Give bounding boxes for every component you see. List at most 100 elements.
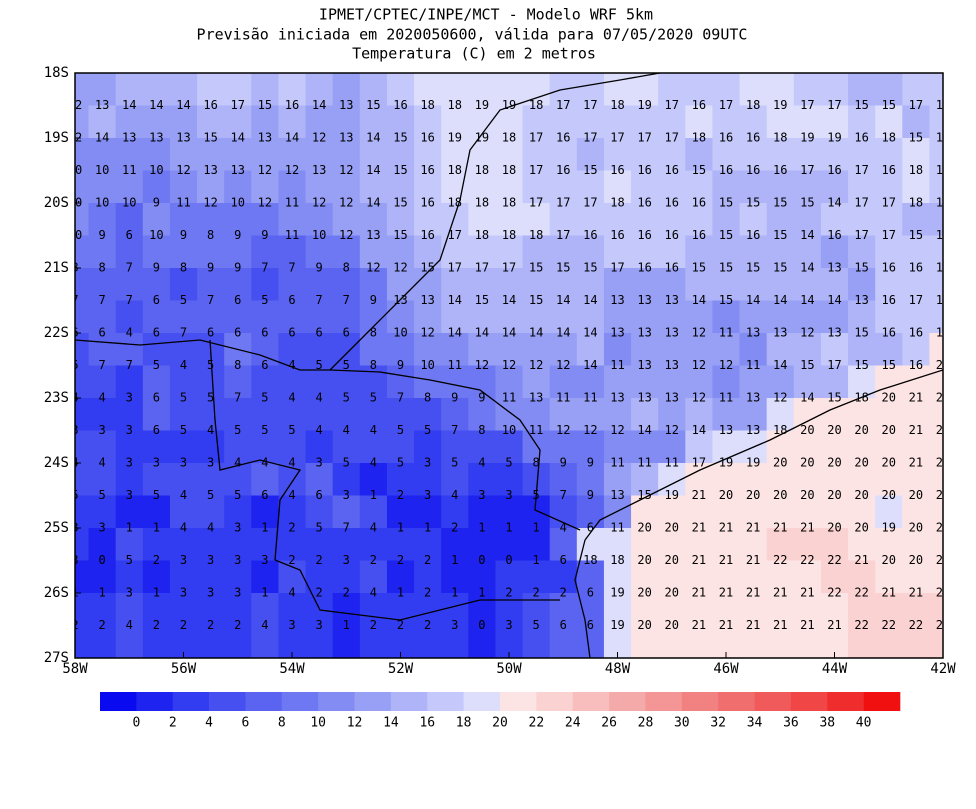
temperature-value: 9 bbox=[316, 261, 323, 275]
temperature-value: 4 bbox=[316, 391, 323, 405]
temperature-value: 9 bbox=[397, 358, 404, 372]
temperature-value: 13 bbox=[610, 326, 624, 340]
temperature-value: 6 bbox=[288, 293, 295, 307]
temperature-value: 3 bbox=[153, 456, 160, 470]
temperature-value: 21 bbox=[719, 618, 733, 632]
temperature-cell bbox=[278, 593, 307, 658]
temperature-value: 3 bbox=[451, 618, 458, 632]
temperature-value: 17 bbox=[583, 131, 597, 145]
temperature-value: 18 bbox=[475, 163, 489, 177]
temperature-value: 5 bbox=[180, 391, 187, 405]
temperature-value: 9 bbox=[153, 196, 160, 210]
temperature-value: 2 bbox=[180, 618, 187, 632]
temperature-value: 6 bbox=[126, 228, 133, 242]
temperature-value: 19 bbox=[800, 131, 814, 145]
colorbar-label: 30 bbox=[674, 716, 690, 731]
temperature-value: 18 bbox=[529, 228, 543, 242]
colorbar-box bbox=[827, 692, 864, 711]
temperature-value: 2 bbox=[505, 586, 512, 600]
temperature-value: 16 bbox=[746, 228, 760, 242]
temperature-value: 4 bbox=[316, 423, 323, 437]
temperature-value: 6 bbox=[234, 293, 241, 307]
temperature-value: 9 bbox=[478, 391, 485, 405]
temperature-cell bbox=[603, 593, 632, 658]
temperature-value: 4 bbox=[288, 586, 295, 600]
temperature-value: 15 bbox=[800, 196, 814, 210]
temperature-value: 22 bbox=[882, 618, 896, 632]
temperature-value: 17 bbox=[448, 261, 462, 275]
temperature-value: 22 bbox=[854, 586, 868, 600]
x-tick-label: 48W bbox=[605, 661, 631, 677]
temperature-cell bbox=[468, 593, 496, 658]
temperature-value: 16 bbox=[936, 326, 950, 340]
temperature-cell bbox=[305, 593, 334, 658]
temperature-value: 13 bbox=[258, 131, 272, 145]
temperature-value: 10 bbox=[122, 196, 136, 210]
colorbar-box bbox=[463, 692, 501, 711]
temperature-value: 6 bbox=[153, 326, 160, 340]
temperature-value: 4 bbox=[370, 586, 377, 600]
temperature-value: 21 bbox=[719, 521, 733, 535]
temperature-value: 3 bbox=[207, 553, 214, 567]
temperature-value: 17 bbox=[556, 98, 570, 112]
temperature-value: 20 bbox=[773, 488, 787, 502]
temperature-value: 5 bbox=[207, 358, 214, 372]
temperature-value: 17 bbox=[800, 98, 814, 112]
temperature-value: 4 bbox=[370, 423, 377, 437]
colorbar-box bbox=[790, 692, 828, 711]
colorbar-box bbox=[681, 692, 719, 711]
temperature-value: 10 bbox=[502, 423, 516, 437]
temperature-value: 20 bbox=[637, 618, 651, 632]
temperature-value: 22 bbox=[854, 618, 868, 632]
temperature-value: 20 bbox=[746, 488, 760, 502]
temperature-value: 1 bbox=[451, 553, 458, 567]
temperature-value: 3 bbox=[180, 456, 187, 470]
colorbar-label: 18 bbox=[456, 716, 472, 731]
temperature-value: 16 bbox=[637, 163, 651, 177]
colorbar-label: 8 bbox=[278, 716, 286, 731]
temperature-value: 15 bbox=[692, 261, 706, 275]
temperature-value: 9 bbox=[99, 228, 106, 242]
y-tick-label: 26S bbox=[44, 585, 69, 601]
temperature-value: 13 bbox=[366, 228, 380, 242]
temperature-value: 7 bbox=[207, 293, 214, 307]
temperature-value: 14 bbox=[637, 423, 651, 437]
colorbar-label: 14 bbox=[383, 716, 399, 731]
temperature-value: 7 bbox=[71, 293, 78, 307]
temperature-value: 16 bbox=[692, 228, 706, 242]
temperature-value: 15 bbox=[583, 163, 597, 177]
temperature-value: 20 bbox=[637, 521, 651, 535]
state-border bbox=[209, 339, 302, 561]
temperature-value: 8 bbox=[533, 456, 540, 470]
temperature-value: 12 bbox=[258, 163, 272, 177]
temperature-value: 11 bbox=[637, 456, 651, 470]
temperature-value: 1 bbox=[99, 586, 106, 600]
temperature-value: 13 bbox=[339, 131, 353, 145]
temperature-value: 20 bbox=[936, 488, 950, 502]
temperature-value: 20 bbox=[854, 521, 868, 535]
temperature-value: 21 bbox=[746, 618, 760, 632]
temperature-value: 7 bbox=[397, 391, 404, 405]
x-tick-label: 46W bbox=[713, 661, 739, 677]
temperature-value: 21 bbox=[882, 586, 896, 600]
temperature-value: 1 bbox=[370, 488, 377, 502]
temperature-value: 17 bbox=[909, 293, 923, 307]
temperature-value: 13 bbox=[827, 261, 841, 275]
colorbar-label: 40 bbox=[856, 716, 872, 731]
temperature-value: 18 bbox=[502, 131, 516, 145]
temperature-cell bbox=[549, 593, 578, 658]
temperature-value: 11 bbox=[746, 358, 760, 372]
temperature-value: 18 bbox=[475, 196, 489, 210]
temperature-value: 16 bbox=[610, 228, 624, 242]
colorbar-box bbox=[427, 692, 464, 711]
temperature-value: 8 bbox=[234, 358, 241, 372]
temperature-value: 4 bbox=[288, 358, 295, 372]
temperature-value: 5 bbox=[180, 293, 187, 307]
temperature-value: 9 bbox=[587, 488, 594, 502]
colorbar-box bbox=[209, 692, 246, 711]
temperature-value: 1 bbox=[424, 521, 431, 535]
temperature-value: 20 bbox=[665, 586, 679, 600]
temperature-value: 21 bbox=[773, 618, 787, 632]
temperature-value: 8 bbox=[99, 261, 106, 275]
temperature-value: 17 bbox=[936, 131, 950, 145]
